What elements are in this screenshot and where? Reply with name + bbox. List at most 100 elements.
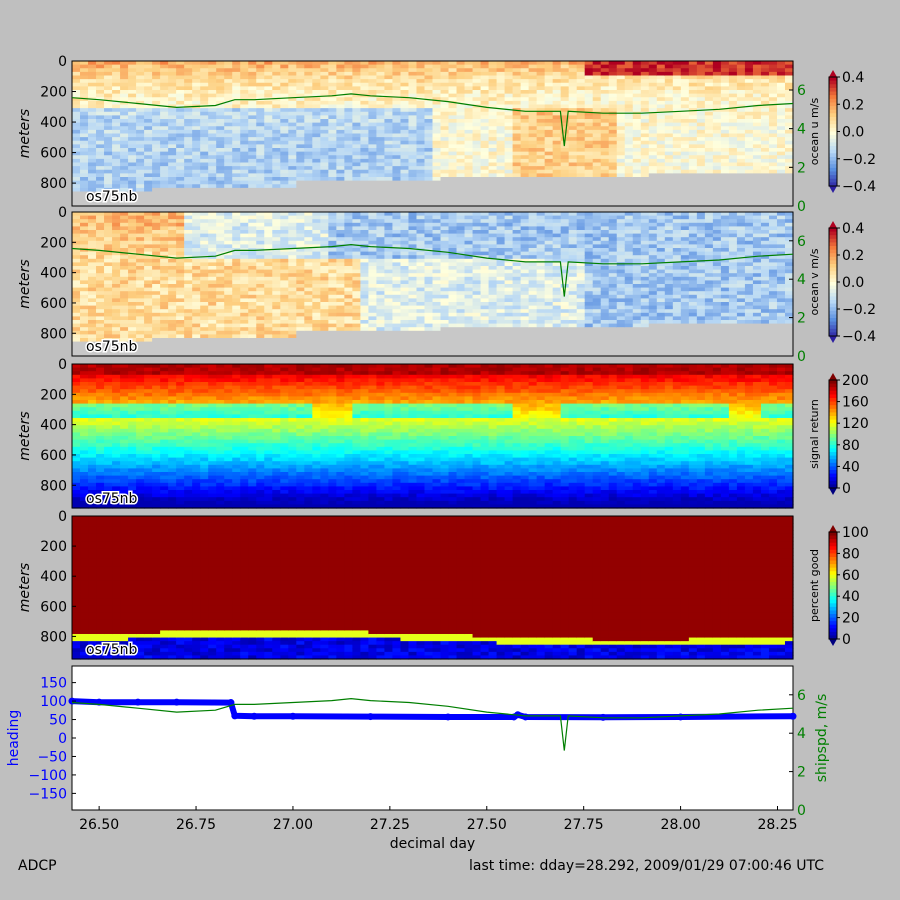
heatmap-cell [336, 93, 345, 98]
heatmap-cell [472, 187, 482, 193]
heatmap-cell [200, 341, 209, 346]
heatmap-cell [200, 334, 209, 339]
heatmap-cell [288, 93, 297, 98]
heatmap-cell [376, 119, 386, 124]
heatmap-cell [248, 330, 257, 335]
heatmap-cell [648, 86, 658, 91]
heatmap-cell [184, 166, 193, 171]
heatmap-cell [160, 148, 169, 153]
heatmap-cell [560, 122, 570, 127]
heatmap-cell [192, 226, 201, 231]
heatmap-cell [432, 177, 442, 182]
heatmap-cell [328, 122, 337, 127]
heatmap-cell [200, 148, 209, 153]
heatmap-cell [336, 202, 345, 207]
heatmap-cell [616, 82, 626, 87]
heatmap-cell [560, 195, 570, 200]
heatmap-cell [760, 133, 770, 138]
heatmap-cell [528, 100, 538, 106]
heatmap-cell [776, 75, 786, 80]
heatmap-cell [96, 352, 105, 357]
heatmap-cell [144, 266, 153, 271]
heatmap-cell [192, 327, 201, 332]
heatmap-cell [608, 180, 618, 185]
heatmap-cell [760, 119, 770, 124]
heatmap-cell [104, 133, 113, 138]
heatmap-cell [376, 104, 386, 109]
heatmap-cell [88, 233, 97, 238]
heatmap-cell [96, 144, 105, 149]
heatmap-cell [280, 61, 289, 66]
heatmap-cell [744, 187, 754, 193]
heatmap-cell [296, 345, 305, 350]
heatmap-cell [408, 137, 418, 142]
heatmap-cell [720, 155, 730, 160]
heatmap-cell [512, 68, 522, 73]
heatmap-cell [176, 240, 185, 245]
heatmap-cell [168, 294, 177, 299]
heatmap-cell [304, 341, 313, 346]
heatmap-cell [256, 68, 265, 73]
heatmap-cell [368, 173, 378, 178]
heatmap-cell [184, 258, 193, 263]
heatmap-cell [440, 93, 450, 98]
heatmap-cell [168, 266, 177, 271]
heatmap-cell [320, 177, 329, 182]
heatmap-cell [632, 100, 642, 106]
heatmap-cell [224, 93, 233, 98]
heatmap-cell [88, 280, 97, 285]
heatmap-cell [520, 191, 530, 196]
heatmap-cell [552, 115, 562, 120]
heatmap-cell [304, 140, 313, 145]
heatmap-cell [112, 276, 121, 281]
heatmap-cell [208, 71, 217, 77]
heatmap-cell [440, 79, 450, 84]
heatmap-cell [272, 341, 281, 346]
heatmap-cell [400, 93, 410, 98]
heatmap-cell [256, 79, 265, 84]
heatmap-cell [232, 309, 241, 314]
heatmap-cell [248, 184, 257, 189]
heatmap-cell [512, 187, 522, 193]
heatmap-cell [208, 237, 217, 242]
heatmap-cell [96, 64, 105, 69]
heatmap-cell [496, 79, 506, 84]
heatmap-cell [288, 222, 297, 227]
heatmap-cell [80, 273, 89, 278]
heatmap-cell [736, 90, 746, 95]
heatmap-cell [728, 75, 738, 80]
heatmap-cell [560, 187, 570, 193]
heatmap-cell [640, 93, 650, 98]
heatmap-cell [144, 327, 153, 332]
heatmap-cell [360, 140, 370, 145]
heatmap-cell [280, 195, 289, 200]
heatmap-cell [192, 195, 201, 200]
heatmap-cell [464, 137, 474, 142]
heatmap-cell [320, 291, 329, 296]
heatmap-cell [600, 126, 610, 131]
heatmap-cell [712, 173, 722, 178]
heatmap-cell [496, 162, 506, 167]
heatmap-cell [144, 309, 153, 314]
heatmap-cell [144, 64, 153, 69]
heatmap-cell [312, 119, 321, 124]
heatmap-cell [344, 68, 353, 73]
heatmap-cell [600, 111, 610, 116]
heatmap-cell [312, 169, 321, 174]
heatmap-cell [456, 71, 466, 77]
heatmap-cell [736, 122, 746, 127]
heatmap-cell [232, 64, 241, 69]
heatmap-cell [216, 219, 225, 224]
heatmap-cell [560, 86, 570, 91]
heatmap-cell [560, 111, 570, 116]
heatmap-cell [768, 195, 778, 200]
heatmap-cell [392, 148, 402, 153]
heatmap-cell [296, 215, 305, 220]
heatmap-cell [552, 173, 562, 178]
heatmap-cell [80, 212, 89, 217]
heatmap-cell [128, 111, 137, 116]
heatmap-cell [192, 309, 201, 314]
heatmap-cell [128, 266, 137, 271]
heatmap-cell [456, 162, 466, 167]
heatmap-cell [96, 61, 105, 66]
